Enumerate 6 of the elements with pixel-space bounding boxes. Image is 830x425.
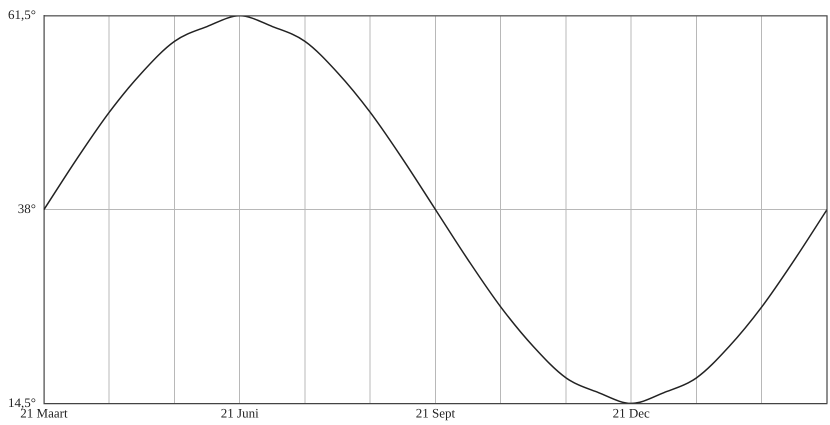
x-tick-label: 21 Dec	[612, 406, 650, 421]
line-series	[43, 16, 828, 404]
x-tick-label: 21 Juni	[220, 406, 260, 421]
x-tick-label: 21 Sept	[416, 406, 456, 421]
y-tick-label: 61,5°	[8, 7, 36, 22]
y-tick-label: 38°	[18, 201, 36, 216]
